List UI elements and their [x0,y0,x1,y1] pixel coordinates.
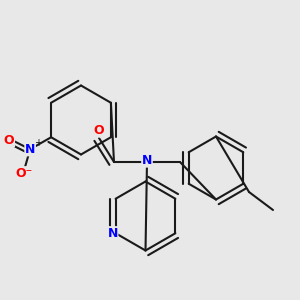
Text: N: N [142,154,152,167]
Text: N: N [107,227,118,240]
Text: N: N [25,143,35,156]
Text: O: O [4,134,14,147]
Text: O: O [94,124,104,137]
Text: +: + [34,138,42,148]
Text: O⁻: O⁻ [16,167,33,180]
